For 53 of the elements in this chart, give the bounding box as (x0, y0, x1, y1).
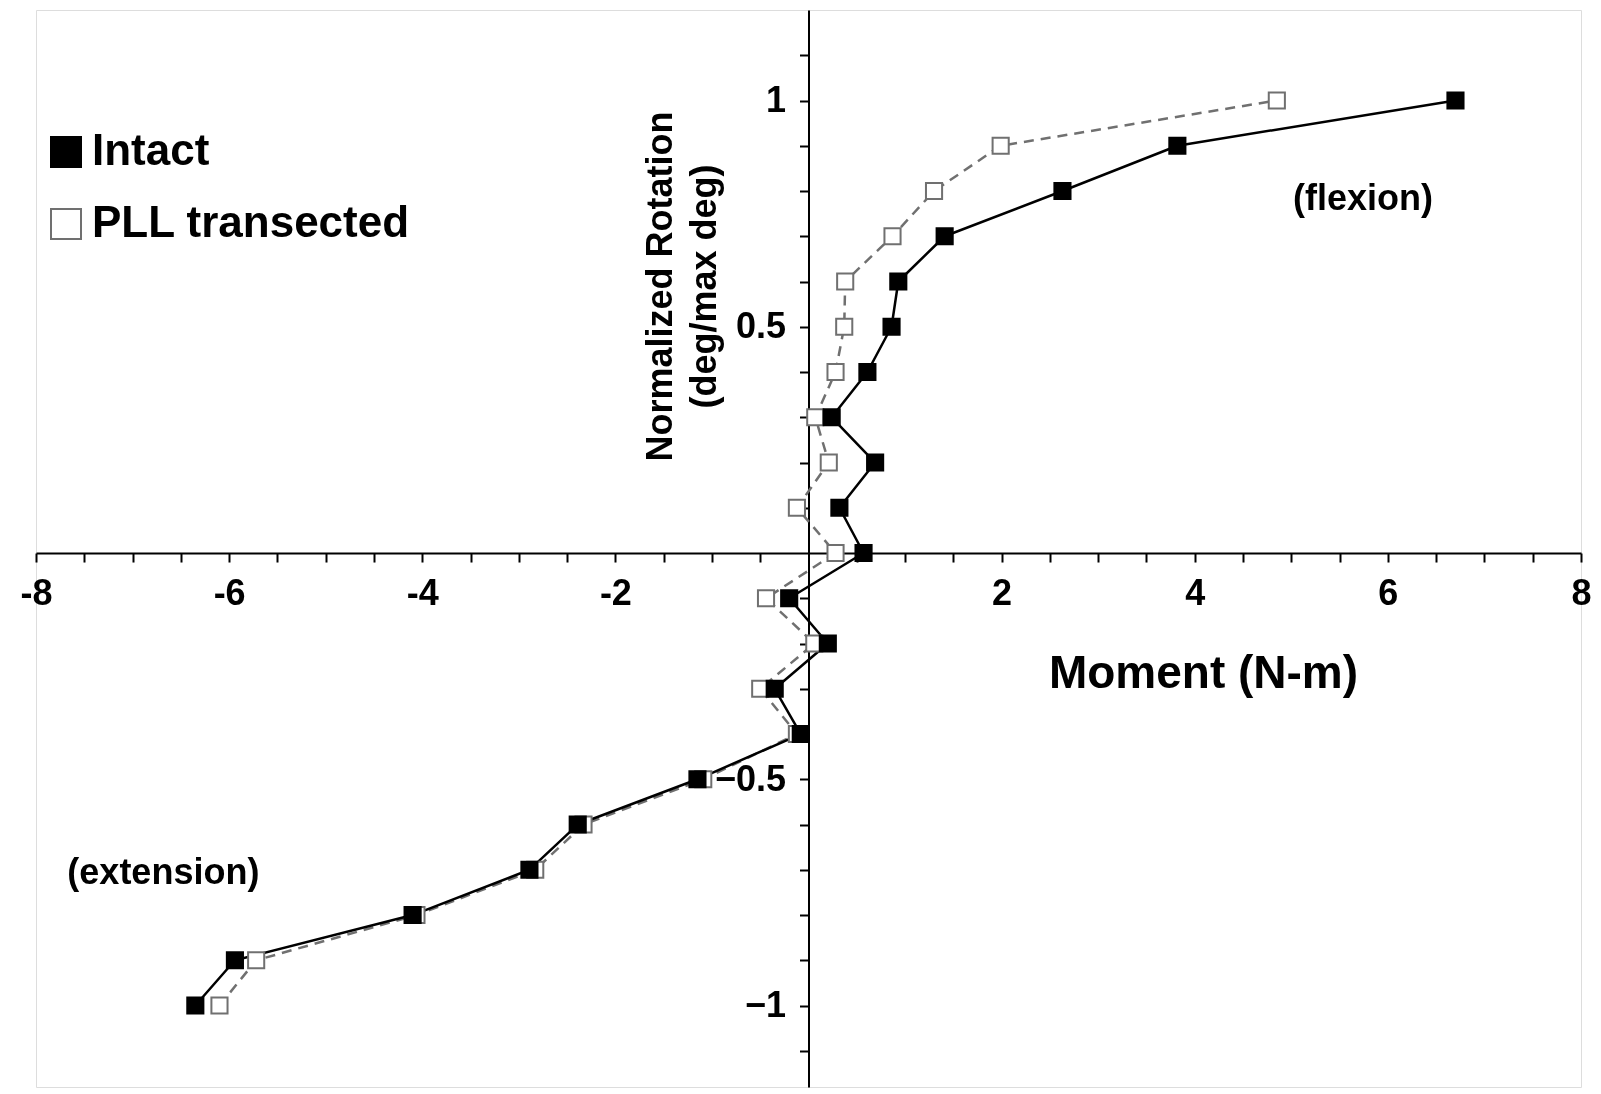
point (991, 136, 1010, 155)
point (765, 679, 784, 698)
x-tick-label: -6 (213, 571, 246, 613)
point (787, 498, 806, 517)
point (854, 543, 873, 563)
point (780, 589, 799, 608)
annotation: (extension) (67, 850, 260, 892)
point (1267, 91, 1286, 110)
point (1053, 181, 1072, 201)
x-tick-label: 6 (1378, 571, 1399, 613)
point (186, 996, 205, 1015)
point (1446, 91, 1465, 110)
point (826, 543, 845, 563)
point (688, 770, 707, 789)
point (889, 272, 908, 291)
legend-label: Intact (92, 125, 210, 174)
x-tick-label: 2 (992, 571, 1013, 613)
y-tick-label: −0.5 (714, 757, 786, 799)
point (826, 362, 845, 382)
y-tick-label: 1 (765, 79, 786, 120)
point (819, 453, 838, 472)
point (806, 408, 825, 427)
x-axis-title: Moment (N-m) (1048, 645, 1359, 698)
point (830, 498, 849, 517)
point (822, 408, 841, 427)
legend-label: PLL transected (92, 197, 410, 246)
point (247, 951, 266, 970)
y-tick-label: −1 (744, 984, 786, 1026)
point (883, 227, 902, 246)
x-tick-label: -8 (20, 571, 53, 613)
x-tick-label: 8 (1571, 571, 1592, 613)
point (520, 860, 539, 879)
point (836, 272, 855, 291)
point (403, 905, 422, 925)
point (568, 815, 587, 834)
point (1168, 136, 1187, 155)
point (791, 724, 810, 744)
point (882, 317, 901, 336)
x-tick-label: 4 (1185, 571, 1206, 613)
point (210, 996, 229, 1015)
x-tick-label: -2 (599, 571, 632, 613)
y-axis-title: Normalized Rotation (deg/max deg) (639, 111, 724, 462)
point (225, 951, 244, 970)
x-tick-label: -4 (406, 571, 439, 613)
y-tick-label: 0.5 (735, 305, 786, 347)
point (935, 227, 954, 246)
annotation: (flexion) (1293, 177, 1434, 219)
point (835, 317, 854, 336)
point (818, 634, 837, 653)
point (858, 362, 877, 382)
point (866, 453, 885, 472)
point (756, 589, 776, 608)
point (924, 181, 944, 201)
